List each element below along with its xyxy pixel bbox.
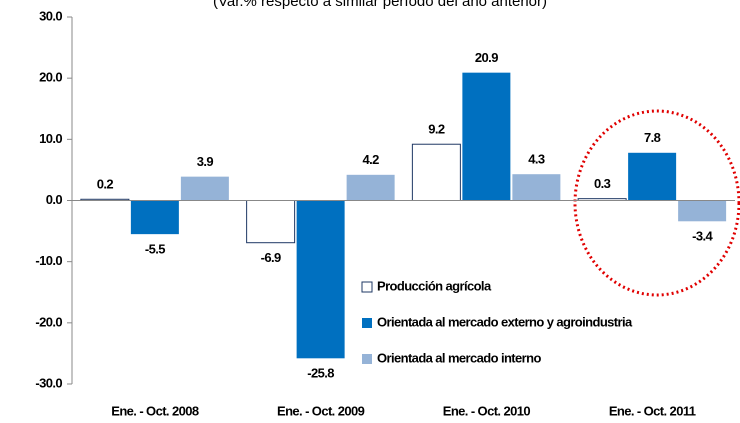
y-tick-label: -30.0 [35,375,62,390]
bar [512,174,561,201]
y-tick-label: -10.0 [35,253,62,268]
y-tick-label: 20.0 [39,70,62,85]
y-tick-label: 30.0 [39,8,62,23]
data-label: 7.8 [644,130,661,145]
legend-label: Orientada al mercado interno [377,350,541,365]
legend-swatch [362,318,372,328]
data-label: -5.5 [145,242,165,257]
y-tick-label: -20.0 [35,314,62,329]
bar [462,72,511,201]
x-tick-label: Ene. - Oct. 2009 [277,403,365,418]
data-label: 0.3 [594,176,611,191]
x-tick-label: Ene. - Oct. 2008 [111,403,199,418]
legend-swatch [362,354,372,364]
data-label: 4.3 [528,152,545,167]
bar [130,200,179,235]
legend-swatch [361,281,373,293]
highlight-circle [573,109,740,297]
data-label: 4.2 [362,152,379,167]
bar [346,174,395,201]
bar [678,200,727,222]
bar [411,143,461,202]
data-label: -6.9 [261,250,281,265]
x-tick-label: Ene. - Oct. 2010 [443,403,531,418]
bar [296,200,345,359]
data-label: -3.4 [692,229,713,244]
legend-label: Orientada al mercado externo y agroindus… [377,314,633,329]
bar [246,200,296,244]
data-label: 9.2 [428,122,445,137]
data-label: 0.2 [97,177,114,192]
bar [180,176,229,201]
bar [628,152,677,201]
data-label: 20.9 [475,50,498,65]
x-tick-label: Ene. - Oct. 2011 [609,403,696,418]
data-label: 3.9 [197,154,214,169]
legend-label: Producción agrícola [377,278,492,293]
chart-subtitle: (Var.% respecto a similar período del añ… [213,0,547,10]
y-tick-label: 10.0 [39,131,62,146]
y-tick-label: 0.0 [46,192,63,207]
data-label: -25.8 [307,366,334,381]
